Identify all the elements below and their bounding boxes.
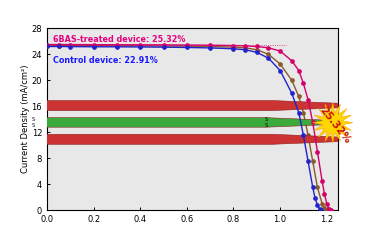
Polygon shape xyxy=(0,118,376,127)
Text: Control device: 22.91%: Control device: 22.91% xyxy=(53,56,158,65)
Text: 6BAS-treated device: 25.32%: 6BAS-treated device: 25.32% xyxy=(53,35,185,44)
Y-axis label: Current Density (mA/cm²): Current Density (mA/cm²) xyxy=(21,65,30,173)
Text: 25.32%: 25.32% xyxy=(317,105,352,145)
Text: S: S xyxy=(265,117,268,122)
Text: S: S xyxy=(32,123,35,128)
Polygon shape xyxy=(0,134,376,144)
Text: S: S xyxy=(265,123,268,128)
Text: S: S xyxy=(32,117,35,122)
Polygon shape xyxy=(0,101,376,111)
